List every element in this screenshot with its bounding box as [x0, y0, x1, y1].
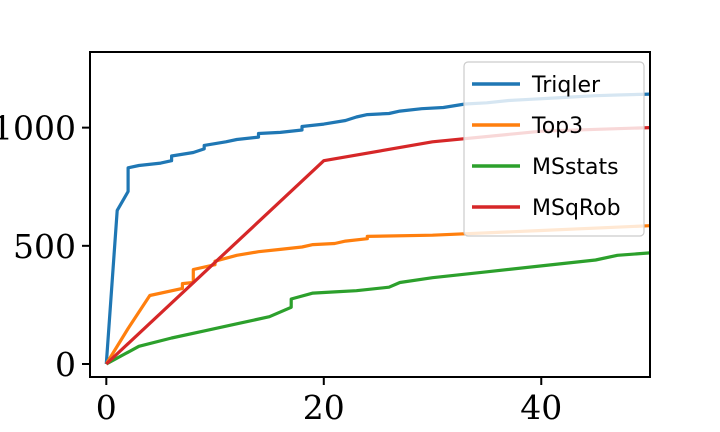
x-tick-label: 20	[303, 388, 345, 427]
legend-frame	[463, 61, 645, 237]
y-tick-label: 500	[13, 227, 76, 266]
plot-frame	[89, 51, 651, 378]
legend-label-top3: Top3	[531, 114, 583, 139]
x-tick-label: 40	[520, 388, 562, 427]
ticks-layer: 0 20 40 0 500 1000	[0, 109, 562, 427]
legend-label-msstats: MSstats	[532, 155, 619, 180]
y-tick-label: 1000	[0, 109, 76, 148]
legend: Triqler Top3 MSstats MSqRob	[463, 61, 645, 237]
series-line-msstats	[105, 251, 651, 366]
legend-label-msqrob: MSqRob	[532, 196, 621, 221]
series-line-top3	[104, 224, 651, 365]
x-tick-label: 0	[96, 388, 117, 427]
y-tick-label: 0	[55, 345, 76, 384]
legend-label-triqler: Triqler	[531, 73, 601, 98]
